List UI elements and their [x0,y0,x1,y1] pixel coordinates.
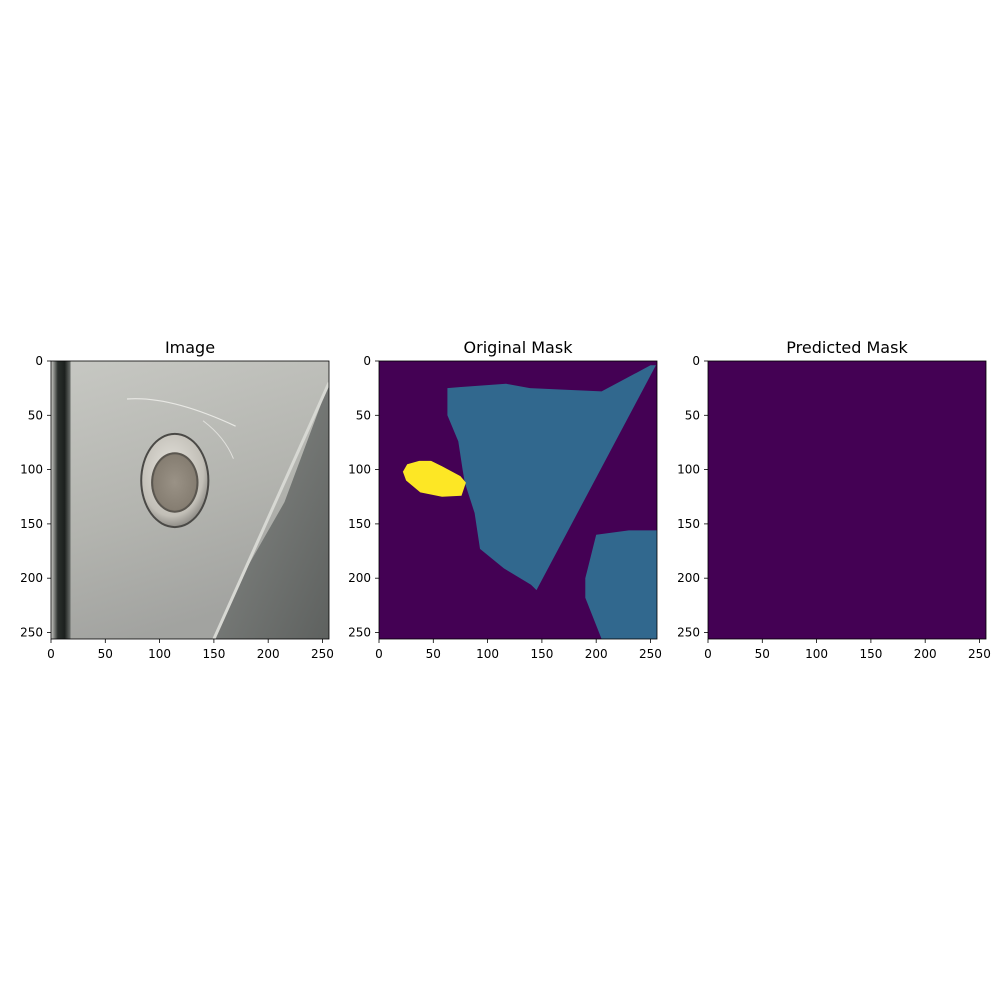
axes-frame [707,360,987,640]
mask-region-0 [447,365,656,591]
photo-left-edge [51,361,71,639]
x-tick-label: 100 [805,647,828,661]
axes-frame [50,360,330,640]
original-mask-panel: Original Mask 0 50 100 150 200 250 0 50 100 150 2… [348,338,662,661]
x-axis: 0 50 100 150 200 250 [375,639,662,661]
x-tick-label: 250 [311,647,334,661]
y-tick-label: 0 [363,354,371,368]
x-tick-label: 0 [375,647,383,661]
x-tick-label: 0 [47,647,55,661]
y-tick-label: 50 [685,408,700,422]
x-tick-label: 150 [530,647,553,661]
predicted-mask-panel: Predicted Mask 0 50 100 150 200 250 0 50 100 150… [677,338,991,661]
x-tick-label: 200 [585,647,608,661]
mask-region-2 [402,460,466,497]
y-tick-label: 50 [356,408,371,422]
y-tick-label: 150 [677,517,700,531]
mask-regions [402,365,657,639]
photo-edge [212,382,329,639]
panel-title: Predicted Mask [786,338,908,357]
x-tick-label: 200 [257,647,280,661]
x-tick-label: 100 [476,647,499,661]
y-tick-label: 250 [677,625,700,639]
sensor-face [153,454,197,511]
y-tick-label: 100 [348,463,371,477]
x-tick-label: 50 [98,647,113,661]
x-axis: 0 50 100 150 200 250 [47,639,334,661]
y-axis: 0 50 100 150 200 250 [677,354,708,639]
mask-region-1 [585,530,657,639]
x-tick-label: 0 [704,647,712,661]
x-tick-label: 200 [914,647,937,661]
x-tick-label: 100 [148,647,171,661]
x-tick-label: 50 [426,647,441,661]
x-tick-label: 50 [755,647,770,661]
axes-frame [378,360,658,640]
y-tick-label: 150 [348,517,371,531]
y-tick-label: 200 [20,571,43,585]
photo-shadow [213,382,329,639]
photo-scratch [126,398,236,427]
x-axis: 0 50 100 150 200 250 [704,639,991,661]
x-tick-label: 150 [202,647,225,661]
mask-background [708,361,986,639]
y-tick-label: 200 [677,571,700,585]
y-tick-label: 100 [677,463,700,477]
y-axis: 0 50 100 150 200 250 [348,354,379,639]
photo-scratch [202,420,234,459]
x-tick-label: 250 [639,647,662,661]
y-tick-label: 0 [35,354,43,368]
y-tick-label: 200 [348,571,371,585]
y-tick-label: 250 [20,625,43,639]
y-tick-label: 0 [692,354,700,368]
x-tick-label: 250 [968,647,991,661]
image-panel: Image 0 50 100 150 200 250 0 50 100 150 200 250 [20,338,334,661]
y-tick-label: 250 [348,625,371,639]
y-tick-label: 100 [20,463,43,477]
panel-title: Original Mask [464,338,574,357]
y-tick-label: 50 [28,408,43,422]
x-tick-label: 150 [859,647,882,661]
y-tick-label: 150 [20,517,43,531]
panel-title: Image [165,338,215,357]
photo-scene [51,361,329,639]
y-axis: 0 50 100 150 200 250 [20,354,51,639]
